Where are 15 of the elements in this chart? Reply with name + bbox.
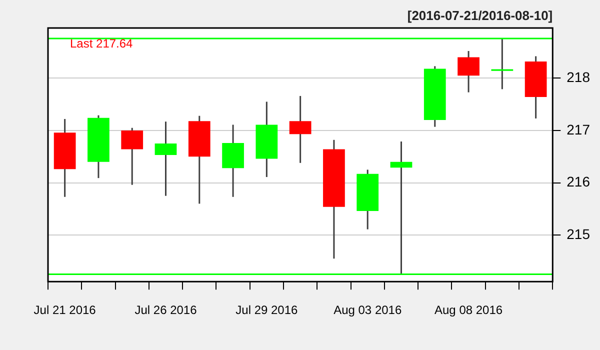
x-tick-label: Jul 21 2016 — [34, 303, 96, 318]
candlestick — [458, 50, 480, 94]
candlestick — [121, 127, 144, 186]
x-tick-label: Jul 26 2016 — [134, 303, 198, 318]
x-tick-label: Aug 03 2016 — [334, 303, 402, 318]
y-tick-label: 218 — [566, 69, 590, 86]
y-tick-label: 215 — [566, 226, 590, 242]
chart-subtitle: [2016-07-21/2016-08-10] — [407, 8, 553, 23]
x-tick-label: Aug 08 2016 — [434, 303, 503, 318]
annotation: Last 217.64 — [70, 36, 134, 50]
y-tick-label: 216 — [566, 174, 590, 190]
candlestick — [289, 95, 312, 164]
candlestick — [154, 120, 177, 197]
x-tick-label: Jul 29 2016 — [236, 303, 298, 318]
y-tick-label: 217 — [566, 121, 590, 138]
